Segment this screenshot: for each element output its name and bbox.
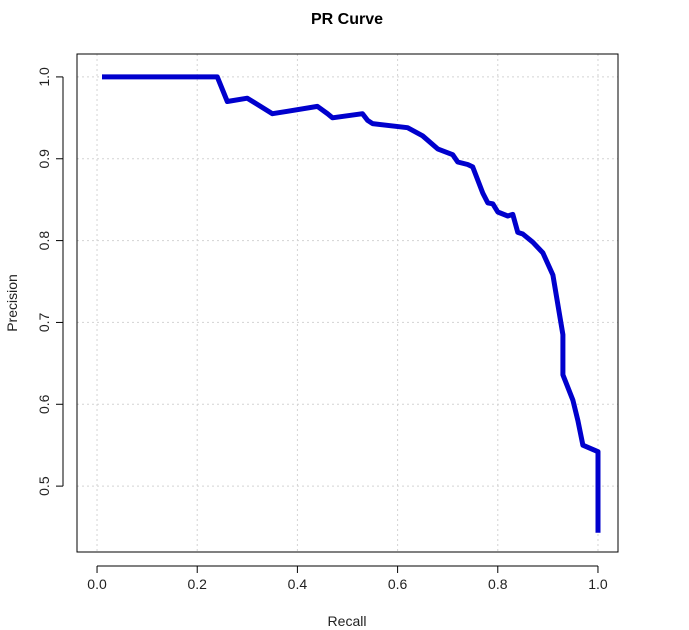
y-tick-label: 0.5 (36, 476, 52, 496)
x-tick-label: 0.0 (87, 576, 107, 592)
x-tick-label: 0.4 (288, 576, 308, 592)
y-tick-label: 0.6 (36, 394, 52, 414)
x-tick-label: 1.0 (588, 576, 608, 592)
grid-lines (77, 54, 618, 552)
y-tick-label: 0.9 (36, 149, 52, 169)
y-tick-label: 0.7 (36, 312, 52, 332)
plot-frame (76, 53, 619, 553)
y-tick-label: 0.8 (36, 231, 52, 251)
x-tick-label: 0.8 (488, 576, 508, 592)
x-tick-label: 0.2 (187, 576, 207, 592)
pr-curve-line-0 (102, 74, 601, 533)
chart-title: PR Curve (311, 11, 383, 28)
x-axis: 0.0 0.2 0.4 0.6 0.8 1.0 (87, 565, 608, 592)
x-tick-label: 0.6 (388, 576, 408, 592)
y-tick-label: 1.0 (36, 67, 52, 87)
series-layer (102, 74, 601, 533)
x-axis-label: Recall (328, 613, 367, 629)
y-axis: 0.5 0.6 0.7 0.8 0.9 1.0 (36, 67, 64, 496)
y-axis-label: Precision (4, 274, 20, 332)
